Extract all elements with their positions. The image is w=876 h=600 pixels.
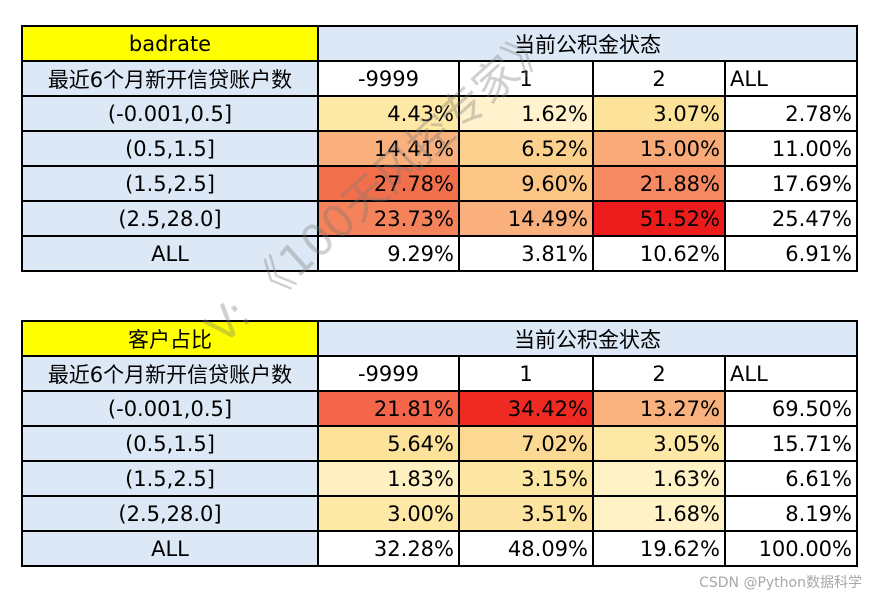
table-cell: 48.09% <box>458 530 594 567</box>
column-header: ALL <box>724 355 858 392</box>
table-row: (0.5,1.5] 14.41% 6.52% 15.00% 11.00% <box>21 130 858 167</box>
row-label: (-0.001,0.5] <box>21 95 319 132</box>
table-cell: 9.60% <box>458 165 594 202</box>
row-label: (-0.001,0.5] <box>21 390 319 427</box>
table-row: ALL 32.28% 48.09% 19.62% 100.00% <box>21 530 858 567</box>
column-header: -9999 <box>317 355 460 392</box>
column-group-header: 当前公积金状态 <box>317 25 858 62</box>
table-cell: 15.00% <box>592 130 726 167</box>
table-cell: 6.52% <box>458 130 594 167</box>
table-cell: 3.05% <box>592 425 726 462</box>
column-header: ALL <box>724 60 858 97</box>
column-header: 2 <box>592 60 726 97</box>
table-cell: 3.00% <box>317 495 460 532</box>
table-cell: 69.50% <box>724 390 858 427</box>
table-cell: 17.69% <box>724 165 858 202</box>
row-label: (2.5,28.0] <box>21 495 319 532</box>
table-cell: 10.62% <box>592 235 726 272</box>
customer-share-table: 客户占比 当前公积金状态 最近6个月新开信贷账户数 -9999 1 2 ALL … <box>21 320 858 567</box>
table-cell: 100.00% <box>724 530 858 567</box>
table-row: (1.5,2.5] 27.78% 9.60% 21.88% 17.69% <box>21 165 858 202</box>
table-cell: 25.47% <box>724 200 858 237</box>
row-label: (1.5,2.5] <box>21 460 319 497</box>
table-row: (-0.001,0.5] 4.43% 1.62% 3.07% 2.78% <box>21 95 858 132</box>
table-cell: 5.64% <box>317 425 460 462</box>
table-row: (0.5,1.5] 5.64% 7.02% 3.05% 15.71% <box>21 425 858 462</box>
table-cell: 1.68% <box>592 495 726 532</box>
column-group-header: 当前公积金状态 <box>317 320 858 357</box>
source-credit: CSDN @Python数据科学 <box>699 575 862 591</box>
table-cell: 14.49% <box>458 200 594 237</box>
table-cell: 3.07% <box>592 95 726 132</box>
row-dimension-label: 最近6个月新开信贷账户数 <box>21 355 319 392</box>
table-cell: 1.62% <box>458 95 594 132</box>
header-row: badrate 当前公积金状态 <box>21 25 858 62</box>
table-row: (2.5,28.0] 23.73% 14.49% 51.52% 25.47% <box>21 200 858 237</box>
row-label: (0.5,1.5] <box>21 130 319 167</box>
table-cell: 15.71% <box>724 425 858 462</box>
table-row: (1.5,2.5] 1.83% 3.15% 1.63% 6.61% <box>21 460 858 497</box>
table-cell: 3.81% <box>458 235 594 272</box>
column-header: 1 <box>458 355 594 392</box>
column-header-row: 最近6个月新开信贷账户数 -9999 1 2 ALL <box>21 60 858 97</box>
table-cell: 11.00% <box>724 130 858 167</box>
table-cell: 19.62% <box>592 530 726 567</box>
table-row: (2.5,28.0] 3.00% 3.51% 1.68% 8.19% <box>21 495 858 532</box>
badrate-table: badrate 当前公积金状态 最近6个月新开信贷账户数 -9999 1 2 A… <box>21 25 858 272</box>
table-cell: 4.43% <box>317 95 460 132</box>
table-body: (-0.001,0.5] 21.81% 34.42% 13.27% 69.50% (0.5… <box>21 390 858 567</box>
table-row: ALL 9.29% 3.81% 10.62% 6.91% <box>21 235 858 272</box>
table-cell: 2.78% <box>724 95 858 132</box>
row-label: (0.5,1.5] <box>21 425 319 462</box>
table-cell: 6.91% <box>724 235 858 272</box>
row-dimension-label: 最近6个月新开信贷账户数 <box>21 60 319 97</box>
table-cell: 3.15% <box>458 460 594 497</box>
table-title: 客户占比 <box>21 320 319 357</box>
table-cell: 21.81% <box>317 390 460 427</box>
row-label: ALL <box>21 235 319 272</box>
column-header: -9999 <box>317 60 460 97</box>
table-cell: 6.61% <box>724 460 858 497</box>
table-cell: 13.27% <box>592 390 726 427</box>
table-cell: 9.29% <box>317 235 460 272</box>
table-cell: 7.02% <box>458 425 594 462</box>
table-body: (-0.001,0.5] 4.43% 1.62% 3.07% 2.78% (0.5,1.5… <box>21 95 858 272</box>
table-cell: 14.41% <box>317 130 460 167</box>
row-label: (2.5,28.0] <box>21 200 319 237</box>
table-cell: 23.73% <box>317 200 460 237</box>
table-cell: 3.51% <box>458 495 594 532</box>
table-cell: 34.42% <box>458 390 594 427</box>
table-row: (-0.001,0.5] 21.81% 34.42% 13.27% 69.50% <box>21 390 858 427</box>
table-cell: 1.63% <box>592 460 726 497</box>
row-label: (1.5,2.5] <box>21 165 319 202</box>
table-cell: 8.19% <box>724 495 858 532</box>
table-title: badrate <box>21 25 319 62</box>
row-label: ALL <box>21 530 319 567</box>
header-row: 客户占比 当前公积金状态 <box>21 320 858 357</box>
table-cell: 21.88% <box>592 165 726 202</box>
table-cell: 51.52% <box>592 200 726 237</box>
column-header-row: 最近6个月新开信贷账户数 -9999 1 2 ALL <box>21 355 858 392</box>
column-header: 1 <box>458 60 594 97</box>
table-cell: 1.83% <box>317 460 460 497</box>
table-cell: 27.78% <box>317 165 460 202</box>
column-header: 2 <box>592 355 726 392</box>
table-cell: 32.28% <box>317 530 460 567</box>
